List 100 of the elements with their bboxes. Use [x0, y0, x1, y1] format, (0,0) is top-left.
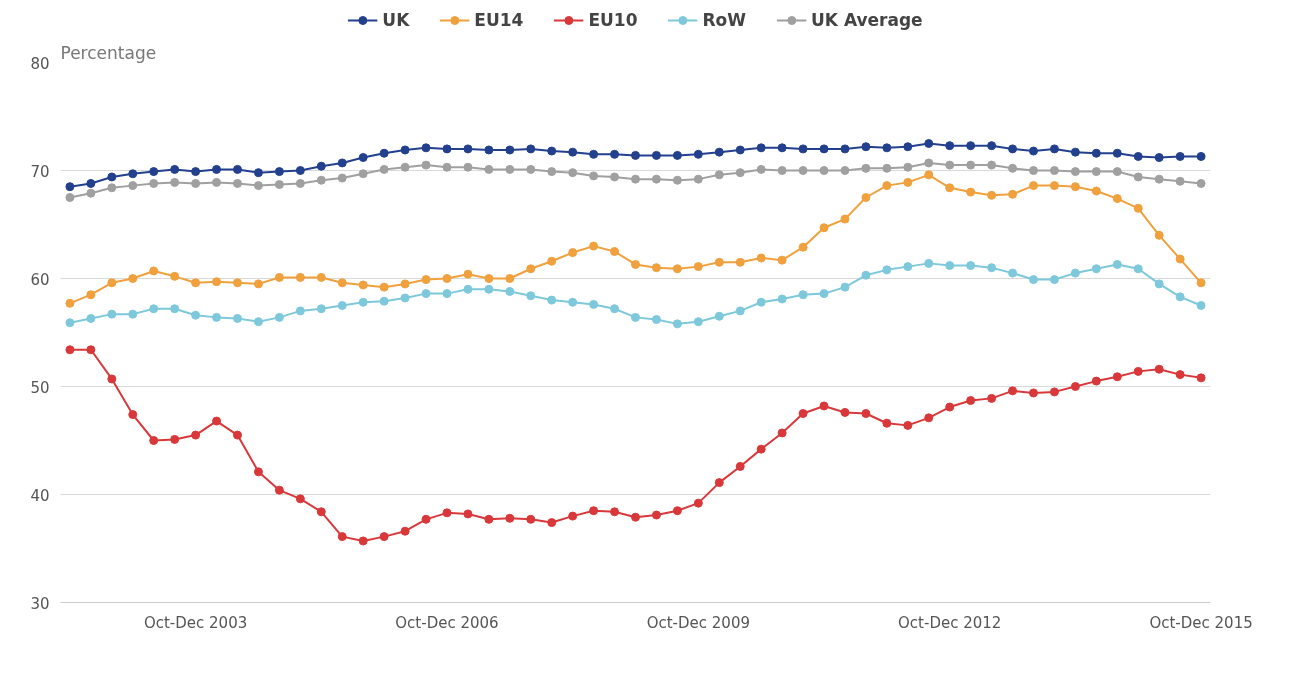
point [882, 265, 892, 275]
point [379, 148, 389, 158]
y-tick-label: 60 [30, 270, 50, 289]
point [421, 275, 431, 285]
point [714, 257, 724, 267]
point [484, 164, 494, 174]
point [631, 150, 640, 160]
point [568, 147, 578, 157]
point [86, 345, 96, 355]
point [316, 507, 326, 517]
point [379, 282, 389, 292]
point [526, 514, 536, 524]
point [233, 278, 242, 288]
point [777, 143, 787, 153]
point [1070, 147, 1080, 157]
legend-label: EU10 [588, 10, 638, 30]
point [65, 318, 75, 328]
point [882, 418, 892, 428]
point [1070, 268, 1080, 278]
point [149, 266, 159, 276]
point [316, 175, 326, 185]
y-tick-label: 80 [30, 54, 50, 73]
point [212, 164, 222, 174]
point [128, 274, 138, 283]
point [421, 143, 431, 153]
point [756, 297, 766, 307]
point [1091, 376, 1101, 386]
point [233, 178, 242, 188]
point [693, 174, 703, 184]
point [610, 149, 620, 159]
legend-label: UK Average [811, 10, 923, 30]
y-tick-label: 30 [30, 594, 50, 613]
point [693, 149, 703, 159]
point [610, 507, 620, 517]
point [777, 166, 787, 175]
point [1008, 268, 1018, 278]
point [987, 160, 997, 170]
point [128, 169, 138, 179]
point [672, 150, 682, 160]
point [1175, 176, 1185, 186]
point [358, 297, 368, 307]
point [442, 289, 452, 299]
point [442, 162, 452, 172]
point [379, 164, 389, 174]
point [589, 241, 599, 251]
point [253, 279, 263, 289]
y-tick-label: 70 [30, 162, 50, 181]
point [107, 183, 117, 193]
point [505, 145, 515, 155]
point [191, 430, 201, 440]
point [421, 160, 431, 170]
x-tick-label: Oct-Dec 2006 [395, 613, 499, 632]
point [735, 257, 745, 267]
point [651, 263, 661, 273]
point [547, 146, 557, 156]
point [631, 174, 640, 184]
point [442, 274, 452, 283]
point [1175, 292, 1185, 302]
point [735, 145, 745, 155]
point [1049, 275, 1059, 285]
point [191, 178, 201, 188]
point [1196, 373, 1206, 383]
point [526, 291, 536, 301]
point [987, 393, 997, 403]
point [861, 409, 871, 418]
point [924, 258, 934, 268]
point [610, 172, 620, 182]
point [295, 178, 305, 188]
point [756, 143, 766, 153]
point [568, 168, 578, 178]
point [903, 420, 913, 430]
point [631, 259, 640, 269]
point [1112, 372, 1122, 382]
point [882, 181, 892, 191]
point [149, 436, 159, 445]
point [966, 261, 976, 271]
point [1112, 259, 1122, 269]
point [484, 274, 494, 283]
point [589, 149, 599, 159]
point [1008, 386, 1018, 396]
point [1091, 186, 1101, 196]
point [589, 299, 599, 309]
point [672, 264, 682, 274]
point [714, 147, 724, 157]
point [861, 270, 871, 280]
point [65, 193, 75, 202]
point [316, 161, 326, 171]
point [505, 286, 515, 296]
point [882, 163, 892, 173]
point [903, 262, 913, 272]
point [547, 518, 557, 528]
point [1029, 181, 1038, 191]
point [840, 282, 850, 292]
point [107, 374, 117, 384]
point [756, 444, 766, 454]
point [693, 317, 703, 327]
point [1154, 174, 1164, 184]
point [1029, 146, 1038, 156]
point [861, 142, 871, 152]
point [1008, 163, 1018, 173]
